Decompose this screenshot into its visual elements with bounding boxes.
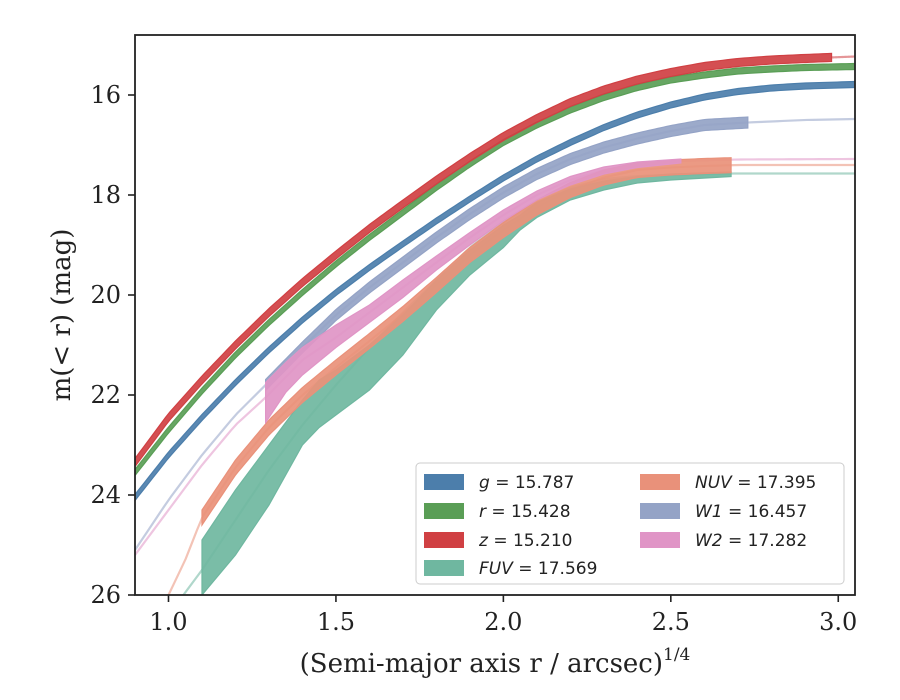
series-g-band xyxy=(135,80,855,502)
y-axis-label: m(< r) (mag) xyxy=(47,229,77,402)
legend-label-nuv: NUV = 17.395 xyxy=(695,473,816,493)
legend-label-r: r = 15.428 xyxy=(479,502,571,522)
legend-swatch-fuv xyxy=(424,560,464,576)
x-tick-label: 2.5 xyxy=(652,608,690,636)
y-tick-label: 16 xyxy=(90,81,121,109)
x-tick-label: 3.0 xyxy=(819,608,857,636)
x-tick-label: 2.0 xyxy=(484,608,522,636)
legend-label-g: g = 15.787 xyxy=(479,473,574,493)
legend-label-fuv: FUV = 17.569 xyxy=(479,559,597,579)
legend-swatch-r xyxy=(424,503,464,519)
legend-swatch-z xyxy=(424,532,464,548)
plot-frame xyxy=(134,34,856,596)
y-tick-label: 22 xyxy=(90,381,121,409)
x-tick-label: 1.5 xyxy=(317,608,355,636)
legend: g = 15.787 r = 15.428 z = 15.210 FUV = 17.5… xyxy=(415,462,845,585)
legend-frame xyxy=(415,462,845,585)
y-tick-label: 24 xyxy=(90,481,121,509)
series-z-band xyxy=(135,52,833,468)
legend-swatch-nuv xyxy=(640,474,680,490)
legend-swatch-w2 xyxy=(640,532,680,548)
series-z-extension-line xyxy=(831,55,855,59)
y-tick-label: 26 xyxy=(90,581,121,609)
series-nuv-band xyxy=(201,157,732,527)
x-tick-label: 1.0 xyxy=(149,608,187,636)
legend-label-w1: W1 = 16.457 xyxy=(695,502,807,522)
x-axis-label: (Semi-major axis r / arcsec)1/4 xyxy=(300,645,691,679)
series-w1-band xyxy=(265,116,749,392)
y-tick-label: 18 xyxy=(90,181,121,209)
legend-swatch-g xyxy=(424,474,464,490)
legend-label-z: z = 15.210 xyxy=(478,531,572,551)
legend-label-w2: W2 = 17.282 xyxy=(695,531,807,551)
series-w2-band xyxy=(265,158,682,425)
y-tick-label: 20 xyxy=(90,281,121,309)
legend-swatch-w1 xyxy=(640,503,680,519)
ticks-layer: 1.0 1.5 2.0 2.5 3.0 16 18 20 22 24 26 xyxy=(90,81,857,636)
series-layer xyxy=(135,52,855,595)
